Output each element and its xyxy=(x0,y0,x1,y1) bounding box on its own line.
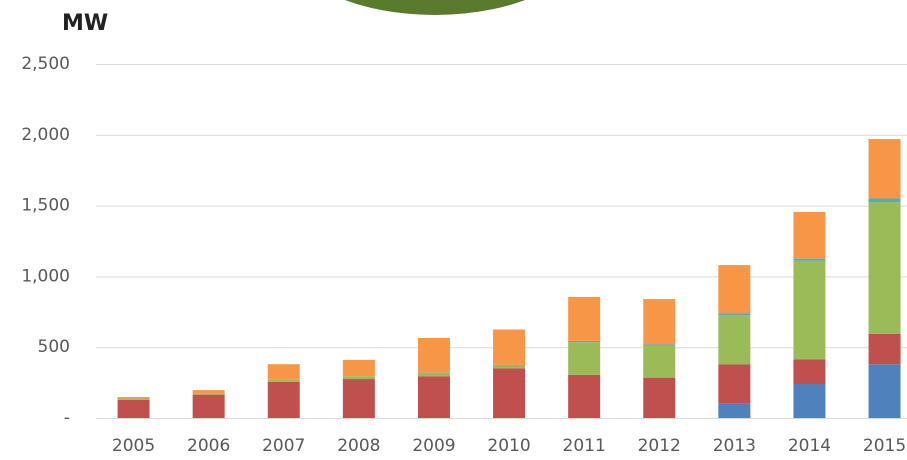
bar-segment xyxy=(568,296,601,341)
bar-segment xyxy=(568,374,601,418)
y-tick-label: 500 xyxy=(38,337,70,357)
bar-segment xyxy=(417,373,450,377)
x-tick-label: 2011 xyxy=(563,436,606,456)
bar-segment xyxy=(868,333,901,365)
y-tick-label: - xyxy=(64,408,70,428)
bar-segment xyxy=(718,313,751,316)
bar-segment xyxy=(868,364,901,418)
bar-segment xyxy=(417,337,450,373)
bar-segment xyxy=(868,202,901,334)
bar-segment xyxy=(192,393,225,395)
bar-segment xyxy=(493,364,526,366)
bar-segment xyxy=(342,376,375,380)
x-tick-label: 2008 xyxy=(337,436,380,456)
bar-segment xyxy=(718,315,751,365)
bar-segment xyxy=(793,211,826,259)
x-tick-label: 2005 xyxy=(112,436,155,456)
bar-segment xyxy=(643,345,676,378)
y-tick-label: 2,500 xyxy=(21,54,70,74)
x-tick-label: 2013 xyxy=(713,436,756,456)
bar-segment xyxy=(718,403,751,418)
bar-segment xyxy=(643,344,676,346)
x-tick-label: 2007 xyxy=(262,436,305,456)
bar-segment xyxy=(793,260,826,360)
x-tick-label: 2009 xyxy=(412,436,455,456)
bar-segment xyxy=(868,198,901,203)
bar-segment xyxy=(793,258,826,261)
bar-segment xyxy=(718,265,751,314)
bar-segment xyxy=(192,390,225,394)
bar-segment xyxy=(793,359,826,385)
x-tick-label: 2015 xyxy=(863,436,906,456)
bar-segment xyxy=(417,376,450,418)
x-tick-label: 2010 xyxy=(487,436,530,456)
bar-segment xyxy=(267,379,300,382)
y-tick-label: 1,000 xyxy=(21,266,70,286)
x-tick-label: 2006 xyxy=(187,436,230,456)
x-tick-label: 2014 xyxy=(788,436,831,456)
bar-segment xyxy=(493,365,526,369)
bar-segment xyxy=(267,381,300,418)
bar-segment xyxy=(568,340,601,343)
bar-segment xyxy=(568,342,601,375)
bar-segment xyxy=(868,139,901,199)
decoration xyxy=(345,0,525,15)
bar-segment xyxy=(117,397,150,399)
bar-segment xyxy=(117,398,150,400)
bar-segment xyxy=(417,372,450,374)
y-tick-label: 2,000 xyxy=(21,125,70,145)
bar-segment xyxy=(117,399,150,418)
bar-segment xyxy=(493,329,526,365)
bar-segment xyxy=(342,379,375,418)
bar-segment xyxy=(493,368,526,418)
bar-segment xyxy=(267,364,300,380)
bar-segment xyxy=(192,394,225,418)
bar-segment xyxy=(643,377,676,418)
y-tick-label: 1,500 xyxy=(21,196,70,216)
x-tick-label: 2012 xyxy=(638,436,681,456)
bar-segment xyxy=(793,384,826,418)
bar-segment xyxy=(718,364,751,404)
bar-segment xyxy=(342,359,375,377)
chart-title: MW xyxy=(62,11,108,36)
bar-segment xyxy=(643,299,676,345)
